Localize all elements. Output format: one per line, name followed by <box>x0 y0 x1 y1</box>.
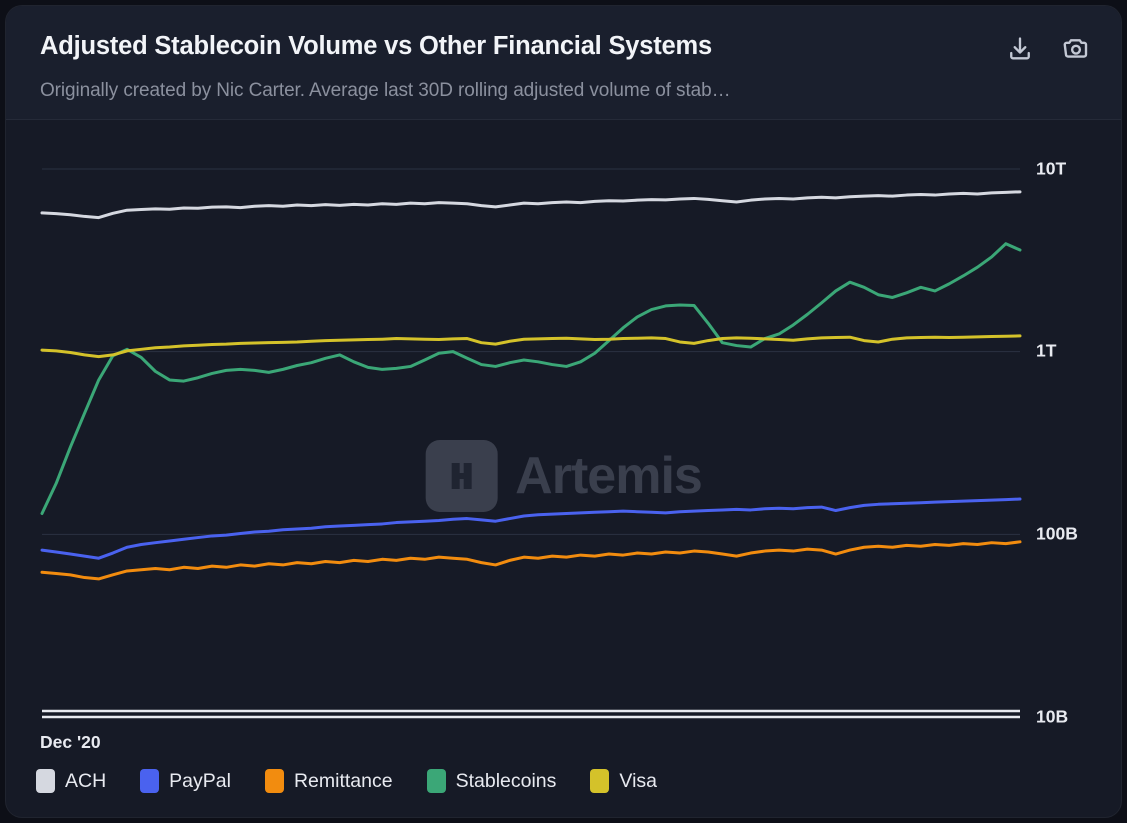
x-axis-tick-label: Dec '20 <box>40 732 101 752</box>
y-axis-labels: 10T 1T 100B 10B <box>1028 120 1121 817</box>
legend-swatch-visa <box>590 769 610 793</box>
chart-plot-area: Artemis Dec '20 ACH PayPal R <box>6 120 1121 817</box>
legend-item-visa[interactable]: Visa <box>590 769 657 793</box>
chart-card-header: Adjusted Stablecoin Volume vs Other Fina… <box>6 6 1121 120</box>
y-axis-tick-1T: 1T <box>1036 340 1057 361</box>
legend-swatch-paypal <box>140 769 160 793</box>
y-axis-tick-10T: 10T <box>1036 158 1067 179</box>
series-lines <box>40 190 1022 581</box>
chart-legend: ACH PayPal Remittance Stablecoins Visa <box>36 769 657 793</box>
y-axis-tick-10B: 10B <box>1036 706 1069 727</box>
gridlines <box>42 168 1020 719</box>
chart-subtitle: Originally created by Nic Carter. Averag… <box>40 80 731 101</box>
legend-swatch-ach <box>36 769 55 793</box>
legend-item-remittance[interactable]: Remittance <box>264 769 393 793</box>
legend-item-paypal[interactable]: PayPal <box>140 769 231 793</box>
camera-icon[interactable] <box>1059 32 1093 66</box>
series-line-paypal <box>40 497 1022 560</box>
header-actions <box>1003 32 1093 66</box>
chart-canvas <box>40 168 1022 719</box>
legend-swatch-stablecoins <box>426 769 446 793</box>
series-line-ach <box>40 190 1022 220</box>
y-axis-tick-100B: 100B <box>1036 523 1078 544</box>
page-title: Adjusted Stablecoin Volume vs Other Fina… <box>40 32 712 60</box>
legend-item-ach[interactable]: ACH <box>36 769 106 793</box>
legend-label-visa: Visa <box>619 769 658 792</box>
legend-label-ach: ACH <box>65 769 107 792</box>
legend-item-stablecoins[interactable]: Stablecoins <box>426 769 557 793</box>
legend-label-stablecoins: Stablecoins <box>455 769 557 792</box>
series-line-remittance <box>40 540 1022 581</box>
legend-swatch-remittance <box>264 769 284 793</box>
series-line-visa <box>40 334 1022 359</box>
download-icon[interactable] <box>1003 32 1037 66</box>
series-line-stablecoins <box>40 242 1022 516</box>
legend-label-paypal: PayPal <box>169 769 231 792</box>
chart-card: Adjusted Stablecoin Volume vs Other Fina… <box>6 6 1121 817</box>
legend-label-remittance: Remittance <box>293 769 393 792</box>
